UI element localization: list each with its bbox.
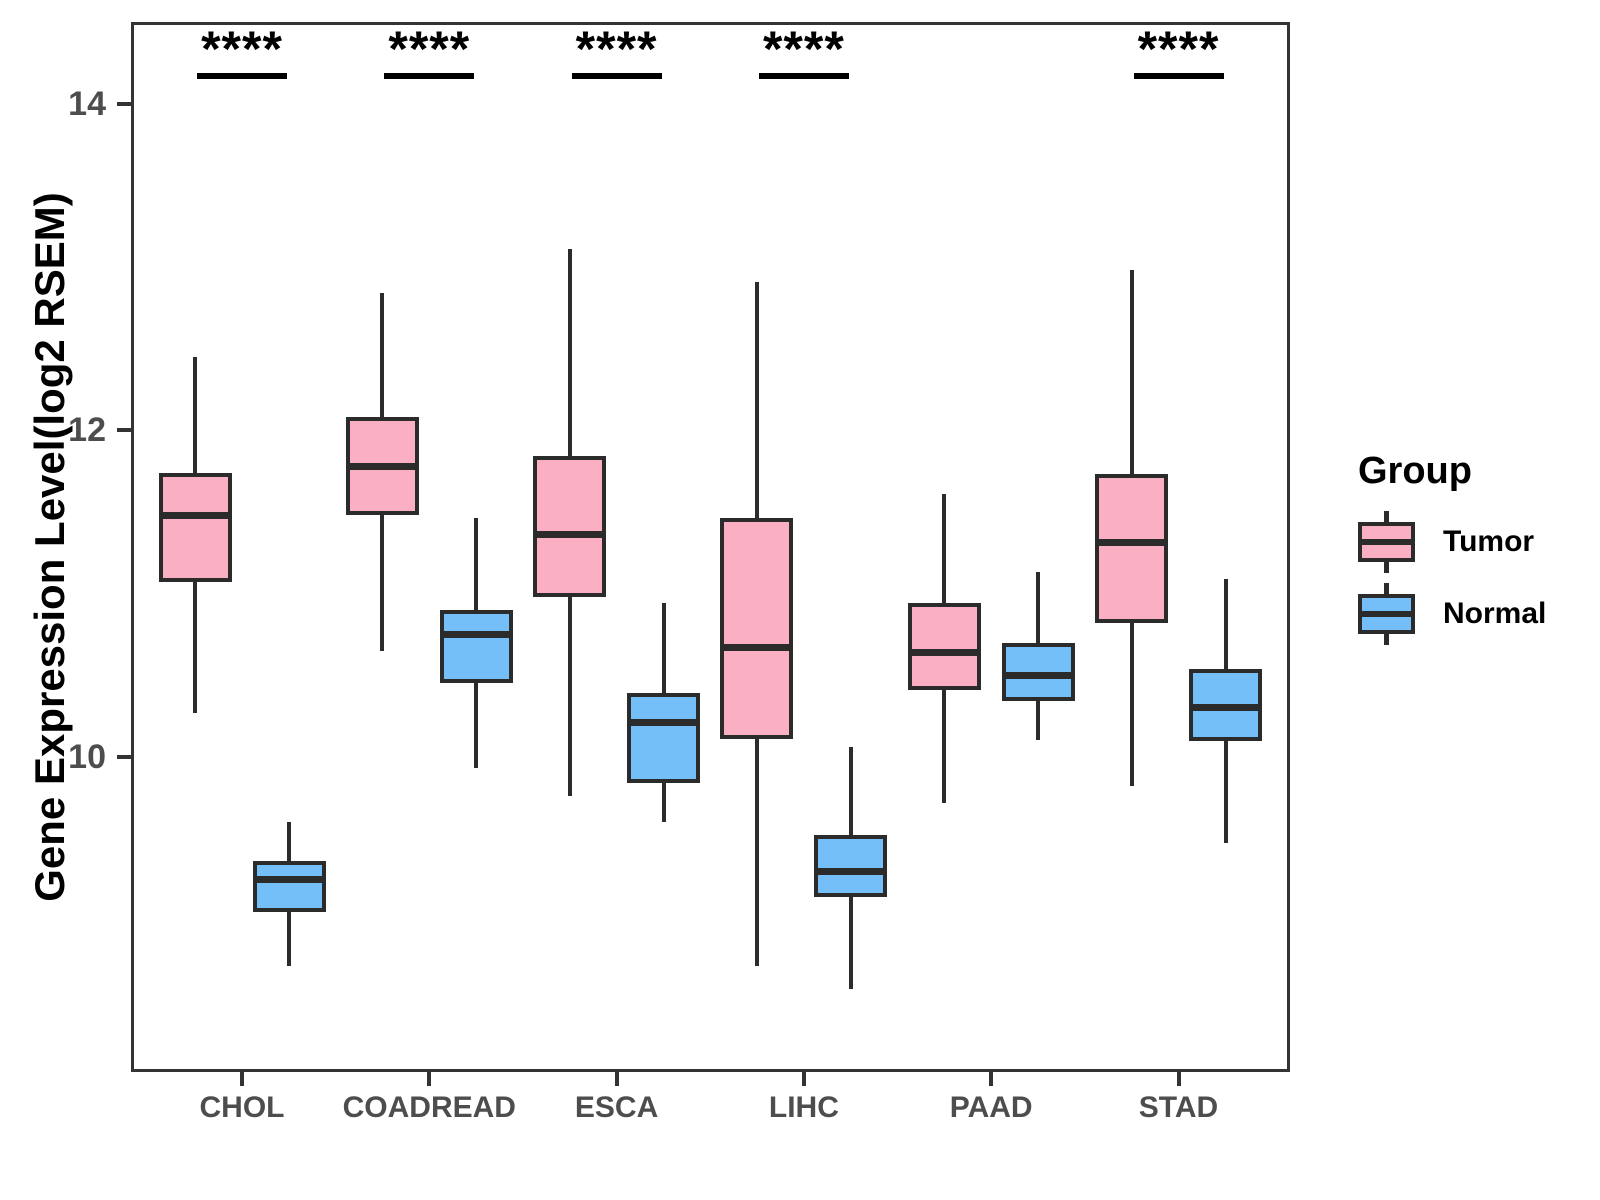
x-axis-tick-mark	[989, 1072, 994, 1086]
y-axis-tick-label: 14	[68, 84, 106, 123]
box-lihc-normal	[814, 835, 888, 898]
legend-label-tumor: Tumor	[1443, 525, 1535, 558]
median-coadread-normal	[439, 630, 513, 638]
significance-stars-lihc: ****	[762, 21, 845, 77]
box-paad-tumor	[907, 603, 981, 690]
significance-stars-esca: ****	[575, 21, 658, 77]
y-axis-title: Gene Expression Level(log2 RSEM)	[26, 192, 73, 902]
significance-bar-chol	[197, 73, 287, 79]
median-lihc-tumor	[720, 643, 794, 651]
y-axis-tick-mark	[117, 101, 131, 106]
median-paad-normal	[1001, 671, 1075, 679]
box-stad-tumor	[1095, 474, 1168, 623]
legend-item-normal: Normal	[1358, 583, 1546, 645]
x-axis-tick-label: CHOL	[199, 1091, 285, 1124]
median-stad-normal	[1189, 704, 1262, 712]
x-axis-tick-mark	[427, 1072, 432, 1086]
significance-bar-stad	[1133, 73, 1224, 79]
median-paad-tumor	[907, 648, 981, 656]
legend-title: Group	[1358, 450, 1472, 492]
legend-item-tumor: Tumor	[1358, 511, 1546, 573]
median-stad-tumor	[1095, 539, 1168, 547]
box-esca-tumor	[533, 456, 607, 597]
y-axis-tick-mark	[117, 428, 131, 433]
box-chol-tumor	[158, 472, 232, 583]
box-chol-normal	[252, 861, 326, 912]
x-axis-tick-mark	[240, 1072, 244, 1086]
x-axis-tick-label: COADREAD	[342, 1091, 516, 1124]
x-axis-tick-label: PAAD	[949, 1091, 1033, 1124]
median-coadread-tumor	[345, 462, 419, 470]
x-axis-tick-label: STAD	[1138, 1091, 1219, 1124]
significance-stars-coadread: ****	[388, 21, 471, 77]
significance-bar-lihc	[758, 73, 849, 79]
box-lihc-tumor	[720, 518, 794, 739]
x-axis-tick-mark	[1176, 1072, 1181, 1086]
x-axis-tick-label: LIHC	[768, 1091, 839, 1124]
box-esca-normal	[627, 693, 701, 783]
x-axis-tick-mark	[614, 1072, 619, 1086]
legend: Group Tumor Normal	[1358, 450, 1546, 655]
median-chol-tumor	[158, 511, 232, 519]
median-lihc-normal	[814, 867, 888, 875]
significance-bar-coadread	[384, 73, 475, 79]
tumor-boxplot-key-icon	[1358, 511, 1415, 573]
median-chol-normal	[252, 875, 326, 883]
box-coadread-normal	[439, 609, 513, 684]
median-esca-normal	[627, 719, 701, 727]
x-axis-tick-mark	[801, 1072, 806, 1086]
normal-boxplot-key-icon	[1358, 583, 1415, 645]
y-axis-tick-label: 10	[68, 737, 106, 776]
median-esca-tumor	[533, 531, 607, 539]
x-axis-tick-label: ESCA	[574, 1091, 659, 1124]
significance-stars-stad: ****	[1137, 21, 1220, 77]
significance-stars-chol: ****	[201, 21, 283, 77]
y-axis-tick-mark	[117, 754, 131, 759]
y-axis-tick-label: 12	[68, 411, 106, 450]
legend-label-normal: Normal	[1443, 597, 1547, 630]
significance-bar-esca	[571, 73, 662, 79]
